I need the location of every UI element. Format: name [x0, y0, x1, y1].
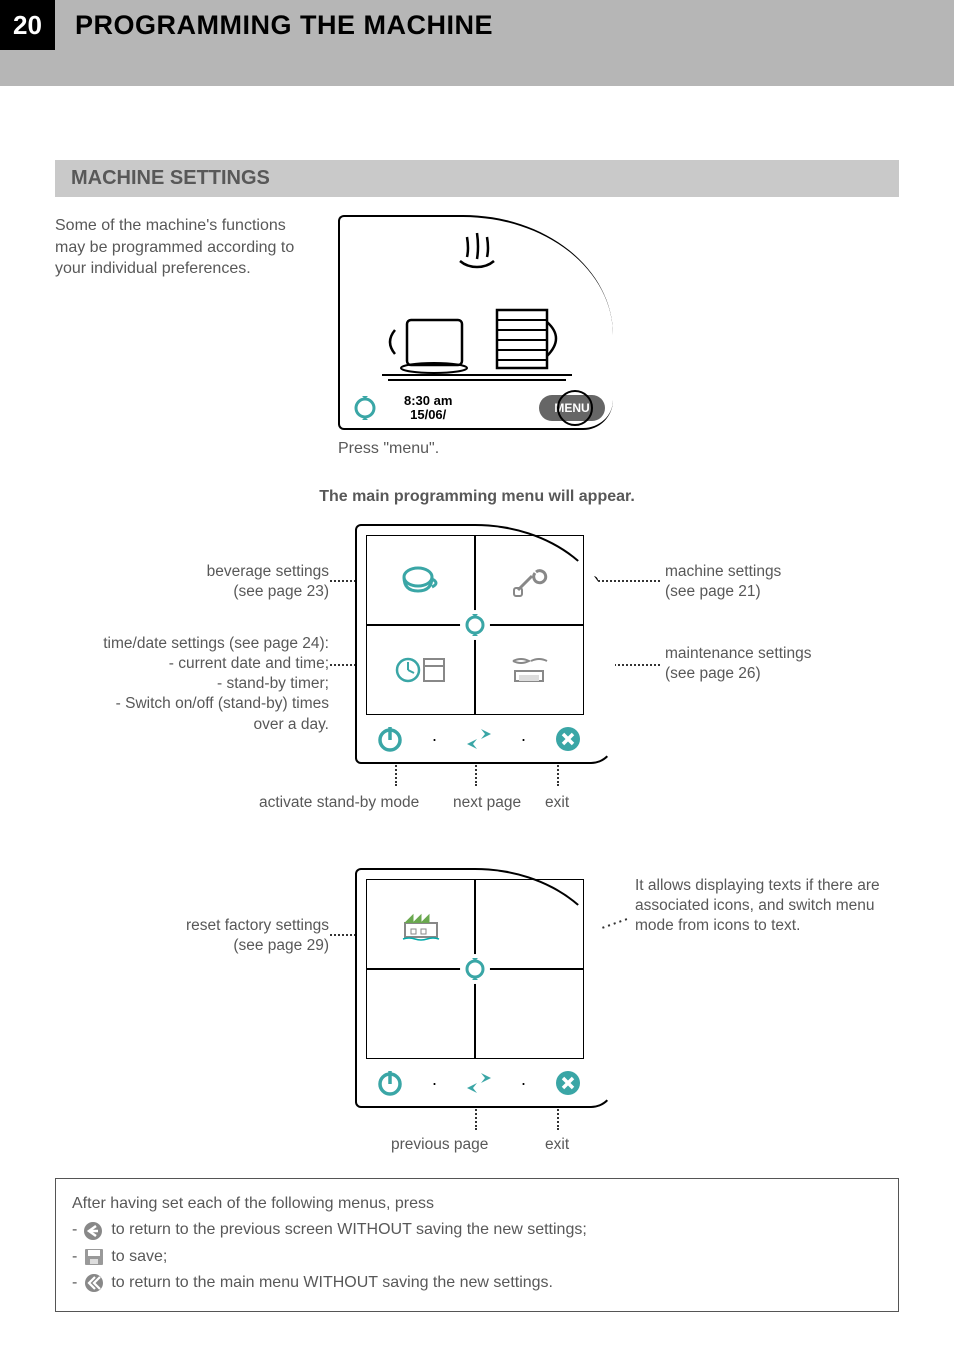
page-number-text: 20	[13, 10, 42, 41]
cell-empty-bl	[366, 968, 476, 1059]
label-reset: reset factory settings (see page 29)	[49, 916, 329, 956]
clock-date: 15/06/	[404, 408, 452, 422]
label-reset-text: reset factory settings (see page 29)	[186, 917, 329, 954]
wrench-icon	[510, 564, 548, 598]
menu-grid	[367, 536, 583, 714]
cycle-icon	[352, 395, 378, 421]
caption-next: next page	[453, 794, 521, 812]
bottom-icons-row: · ·	[373, 722, 585, 756]
screen1-caption: Press "menu".	[338, 440, 613, 458]
info-line-2-text: to save;	[111, 1244, 167, 1270]
steam-icon	[452, 229, 502, 274]
machine-screen-1: 8:30 am 15/06/ MENU	[338, 215, 613, 430]
section-heading: MACHINE SETTINGS	[55, 160, 899, 197]
caption-prev: previous page	[391, 1136, 488, 1154]
cell-maintenance[interactable]	[474, 624, 584, 715]
info-line-3: - to return to the main menu WITHOUT sav…	[72, 1270, 882, 1296]
clock-row: 8:30 am 15/06/ MENU	[344, 392, 609, 424]
cell-empty-br	[474, 968, 584, 1059]
info-line-3-text: to return to the main menu WITHOUT savin…	[111, 1270, 553, 1296]
caption-exit-2: exit	[545, 1136, 569, 1154]
center-cycle-icon	[460, 610, 490, 640]
menu-highlight-circle	[557, 390, 593, 426]
info-box: After having set each of the following m…	[55, 1178, 899, 1312]
cell-empty-tr	[474, 879, 584, 970]
menu-screen-2: · ·	[355, 868, 615, 1108]
exit-icon[interactable]	[551, 722, 585, 756]
label-textmode-text: It allows displaying texts if there are …	[635, 877, 880, 934]
standby-icon[interactable]	[373, 1066, 407, 1100]
double-back-icon	[81, 1273, 107, 1293]
label-timedate: time/date settings (see page 24): - curr…	[39, 634, 329, 735]
diagram-1: beverage settings (see page 23) time/dat…	[55, 524, 899, 854]
back-arrow-icon	[81, 1221, 107, 1241]
diagram-2: reset factory settings (see page 29) It …	[55, 868, 899, 1158]
center-cycle-icon	[460, 954, 490, 984]
cell-beverage[interactable]	[366, 535, 476, 626]
main-menu-heading: The main programming menu will appear.	[55, 488, 899, 506]
bottom-icons-row-2: · ·	[373, 1066, 585, 1100]
save-icon	[81, 1247, 107, 1267]
clock-calendar-icon	[394, 653, 448, 687]
label-timedate-text: time/date settings (see page 24): - curr…	[103, 635, 329, 733]
exit-icon[interactable]	[551, 1066, 585, 1100]
factory-icon	[399, 907, 443, 943]
info-line-2: - to save;	[72, 1244, 882, 1270]
header-title-band: PROGRAMMING THE MACHINE	[55, 0, 954, 50]
cell-machine[interactable]	[474, 535, 584, 626]
header-title-text: PROGRAMMING THE MACHINE	[75, 10, 493, 41]
next-page-icon[interactable]	[462, 722, 496, 756]
intro-row: Some of the machine's functions may be p…	[55, 215, 899, 458]
clock-text: 8:30 am 15/06/	[404, 394, 452, 421]
page-number-box: 20	[0, 0, 55, 50]
cell-reset[interactable]	[366, 879, 476, 970]
standby-icon[interactable]	[373, 722, 407, 756]
intro-text: Some of the machine's functions may be p…	[55, 215, 310, 458]
maintenance-icon	[507, 653, 551, 687]
label-machine-text: machine settings (see page 21)	[665, 563, 781, 600]
clock-time: 8:30 am	[404, 394, 452, 408]
info-line-1-text: to return to the previous screen WITHOUT…	[111, 1217, 586, 1243]
connector	[595, 580, 660, 582]
caption-exit: exit	[545, 794, 569, 812]
label-maintenance-text: maintenance settings (see page 26)	[665, 645, 811, 682]
prev-page-icon[interactable]	[462, 1066, 496, 1100]
label-beverage-text: beverage settings (see page 23)	[207, 563, 329, 600]
coffee-scene-icon	[340, 280, 613, 390]
info-line-1: - to return to the previous screen WITHO…	[72, 1217, 882, 1243]
label-machine: machine settings (see page 21)	[665, 562, 895, 602]
menu-grid-2	[367, 880, 583, 1058]
menu-screen-1: · ·	[355, 524, 615, 764]
label-textmode: It allows displaying texts if there are …	[635, 876, 890, 936]
label-beverage: beverage settings (see page 23)	[49, 562, 329, 602]
info-intro: After having set each of the following m…	[72, 1191, 882, 1217]
cup-icon	[400, 565, 442, 597]
label-maintenance: maintenance settings (see page 26)	[665, 644, 895, 684]
caption-standby: activate stand-by mode	[259, 794, 419, 812]
cell-timedate[interactable]	[366, 624, 476, 715]
